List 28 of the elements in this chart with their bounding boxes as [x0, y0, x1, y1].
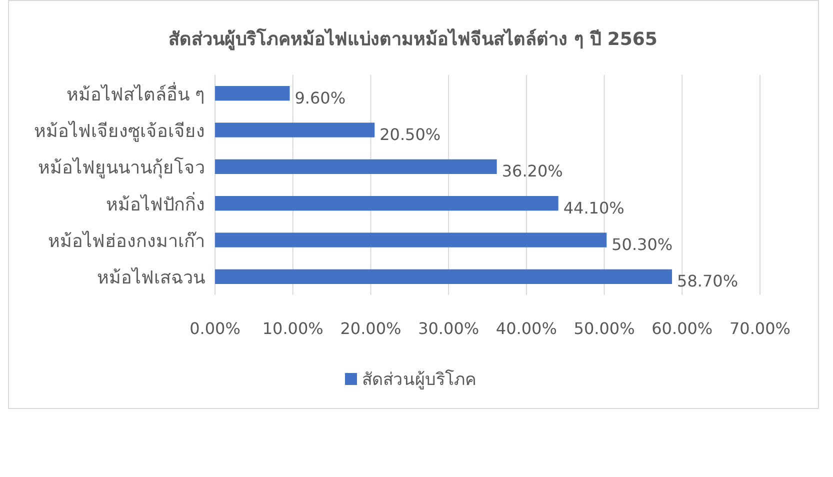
y-tick-label: หม้อไฟปักกิ่ง — [106, 191, 205, 216]
x-tick-label: 50.00% — [574, 319, 635, 338]
x-tick-label: 60.00% — [652, 319, 713, 338]
legend-label: สัดส่วนผู้บริโภค — [362, 369, 476, 390]
x-tick-label: 20.00% — [340, 319, 402, 338]
x-tick-label: 30.00% — [418, 319, 480, 338]
y-tick-label: หม้อไฟฮ่องกงมาเก๊า — [48, 230, 205, 252]
y-tick-label: หม้อไฟยูนนานกุ้ยโจว — [38, 156, 205, 179]
y-tick-label: หม้อไฟเสฉวน — [97, 266, 205, 289]
x-tick-label: 0.00% — [190, 319, 240, 338]
data-label: 9.60% — [294, 88, 346, 108]
data-label: 44.10% — [563, 198, 624, 218]
data-label: 58.70% — [677, 272, 738, 291]
bar — [215, 232, 607, 248]
x-tick-label: 70.00% — [729, 319, 791, 338]
data-label: 50.30% — [612, 235, 673, 254]
data-label: 20.50% — [380, 125, 441, 144]
y-tick-label: หม้อไฟเจียงซูเจ้อเจียง — [34, 120, 205, 142]
data-label: 36.20% — [502, 162, 563, 181]
bar — [215, 122, 375, 138]
bar — [215, 86, 290, 101]
bar — [215, 196, 558, 211]
bar — [215, 159, 497, 174]
x-tick-label: 10.00% — [262, 319, 324, 338]
y-tick-label: หม้อไฟสไตล์อื่น ๆ — [66, 81, 205, 106]
chart-title: สัดส่วนผู้บริโภคหม้อไฟแบ่งตามหม้อไฟจีนสไตล์ต่าง ๆ ปี 2565 — [168, 28, 658, 51]
bar — [215, 269, 672, 284]
x-tick-label: 40.00% — [496, 319, 557, 338]
